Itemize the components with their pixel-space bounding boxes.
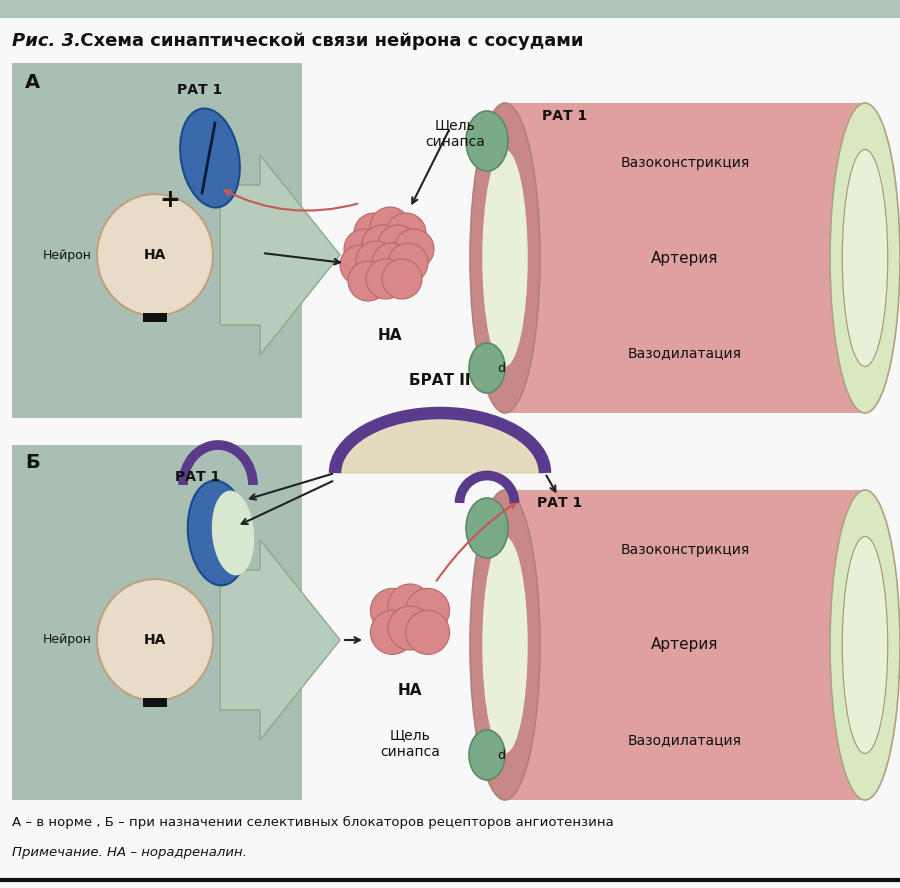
Text: Вазодилатация: Вазодилатация [628,733,742,747]
Ellipse shape [470,490,540,800]
Polygon shape [220,155,340,355]
Text: Примечание. НА – норадреналин.: Примечание. НА – норадреналин. [12,846,247,859]
Text: +: + [159,188,180,212]
Ellipse shape [482,149,527,367]
Ellipse shape [842,149,887,367]
Text: d: d [497,749,505,762]
Bar [12,63,302,418]
Text: d: d [497,361,505,375]
Circle shape [386,213,426,253]
Text: Артерия: Артерия [652,250,719,266]
Text: БРАТ II: БРАТ II [410,373,471,388]
Ellipse shape [466,111,508,171]
Ellipse shape [842,536,887,754]
Polygon shape [335,413,545,473]
Ellipse shape [482,536,527,754]
Bar [143,313,167,321]
Polygon shape [220,540,340,740]
Ellipse shape [97,194,213,316]
Bar [143,698,167,707]
Circle shape [366,259,406,299]
Text: Артерия: Артерия [652,638,719,653]
Bar [505,103,865,413]
Circle shape [382,259,422,299]
Circle shape [348,261,388,301]
Ellipse shape [830,490,900,800]
Text: РАТ 1: РАТ 1 [542,109,587,123]
Circle shape [344,229,384,269]
Text: РАТ 1: РАТ 1 [176,470,220,484]
Text: НА: НА [144,633,166,647]
Circle shape [340,245,380,285]
Ellipse shape [212,491,254,575]
Text: Нейрон: Нейрон [43,633,92,646]
Text: НА: НА [378,328,402,343]
Ellipse shape [97,579,213,701]
Text: РАТ 1: РАТ 1 [177,83,222,97]
Text: НА: НА [144,248,166,262]
Circle shape [371,610,414,654]
Text: А: А [25,73,40,92]
Circle shape [371,589,414,632]
Ellipse shape [188,480,248,585]
Bar [12,445,302,800]
Text: Б: Б [25,453,40,472]
Text: Щель
синапса: Щель синапса [425,118,485,149]
Circle shape [394,229,434,269]
Text: НА: НА [398,683,422,698]
Circle shape [372,243,412,283]
Text: А – в норме , Б – при назначении селективных блокаторов рецепторов ангиотензина: А – в норме , Б – при назначении селекти… [12,816,614,829]
Text: Вазоконстрикция: Вазоконстрикция [620,543,750,557]
Circle shape [356,241,396,281]
Text: Щель
синапса: Щель синапса [380,728,440,759]
Circle shape [362,225,402,265]
Ellipse shape [469,730,505,780]
Text: Рис. 3.: Рис. 3. [12,32,81,50]
Circle shape [406,589,450,632]
Text: РАТ 1: РАТ 1 [537,496,582,510]
Circle shape [388,606,432,650]
Ellipse shape [470,103,540,413]
Ellipse shape [469,343,505,393]
Circle shape [354,213,394,253]
Ellipse shape [180,108,239,208]
Ellipse shape [830,103,900,413]
Circle shape [370,207,410,247]
Bar [505,490,865,800]
Text: Нейрон: Нейрон [43,249,92,261]
Circle shape [406,610,450,654]
Circle shape [388,243,428,283]
Circle shape [388,584,432,628]
Text: Схема синаптической связи нейрона с сосудами: Схема синаптической связи нейрона с сосу… [74,32,583,50]
Text: Вазодилатация: Вазодилатация [628,346,742,360]
Text: Вазоконстрикция: Вазоконстрикция [620,156,750,170]
Circle shape [378,225,418,265]
Ellipse shape [466,498,508,558]
Bar [0,0,900,18]
